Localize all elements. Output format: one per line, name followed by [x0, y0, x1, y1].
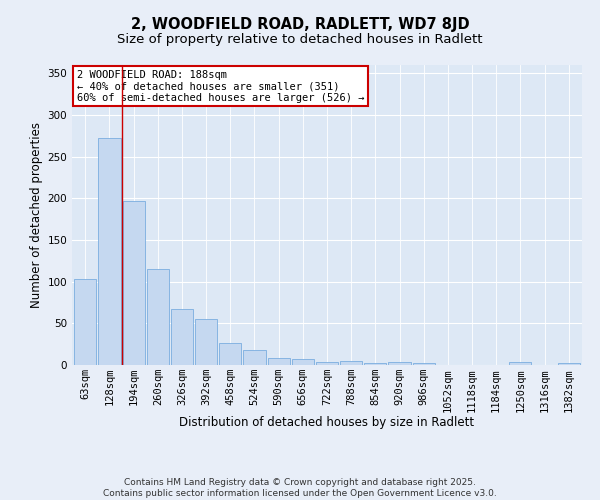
Y-axis label: Number of detached properties: Number of detached properties: [30, 122, 43, 308]
Bar: [340, 361, 362, 365]
Bar: [98, 138, 121, 365]
Bar: [509, 362, 532, 365]
Bar: [146, 269, 169, 365]
Bar: [557, 362, 580, 365]
Bar: [364, 362, 386, 365]
Text: 2 WOODFIELD ROAD: 188sqm
← 40% of detached houses are smaller (351)
60% of semi-: 2 WOODFIELD ROAD: 188sqm ← 40% of detach…: [77, 70, 365, 102]
Bar: [219, 342, 241, 365]
Text: Contains HM Land Registry data © Crown copyright and database right 2025.
Contai: Contains HM Land Registry data © Crown c…: [103, 478, 497, 498]
Bar: [413, 362, 435, 365]
Bar: [122, 201, 145, 365]
Bar: [316, 362, 338, 365]
Text: 2, WOODFIELD ROAD, RADLETT, WD7 8JD: 2, WOODFIELD ROAD, RADLETT, WD7 8JD: [131, 18, 469, 32]
Bar: [195, 319, 217, 365]
Bar: [171, 309, 193, 365]
Bar: [268, 358, 290, 365]
X-axis label: Distribution of detached houses by size in Radlett: Distribution of detached houses by size …: [179, 416, 475, 428]
Bar: [74, 279, 97, 365]
Bar: [292, 359, 314, 365]
Text: Size of property relative to detached houses in Radlett: Size of property relative to detached ho…: [117, 32, 483, 46]
Bar: [388, 362, 410, 365]
Bar: [244, 350, 266, 365]
